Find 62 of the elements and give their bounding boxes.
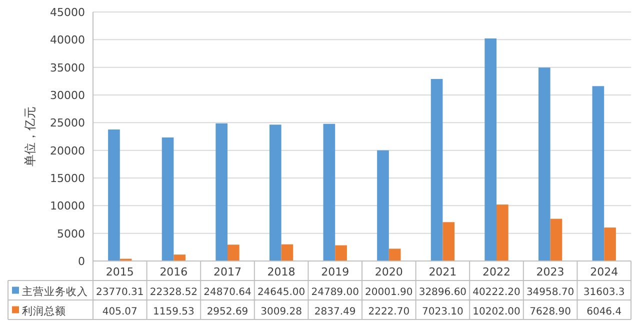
legend-label: 利润总额 [22,304,66,318]
y-tick-label: 45000 [50,6,85,19]
data-label: 32896.60 [418,287,467,298]
y-tick-label: 0 [78,255,85,268]
y-axis-title: 单位，亿元 [23,106,37,166]
bar [377,150,389,261]
data-label: 24870.64 [204,287,252,298]
x-tick-label: 2021 [428,266,457,278]
bar [496,204,508,261]
legend-label: 主营业务收入 [22,285,88,298]
y-tick-label: 30000 [50,89,85,102]
x-tick-label: 2015 [106,266,134,278]
data-label: 31603.3 [583,287,625,298]
x-tick-label: 2016 [160,266,188,278]
x-tick-label: 2018 [267,266,296,278]
bar [430,78,443,261]
x-tick-label: 2022 [482,266,510,278]
bar [228,244,240,261]
data-label: 1159.53 [153,306,194,318]
bar [162,137,174,261]
data-label: 24645.00 [257,287,306,298]
x-tick-label: 2024 [590,266,618,278]
bar [323,124,336,261]
x-tick-label: 2017 [214,266,242,278]
data-label: 6046.4 [586,306,622,318]
data-label: 24789.00 [311,287,359,298]
data-label: 23770.31 [96,287,144,298]
bar [216,123,228,261]
bar [335,245,347,261]
y-tick-label: 5000 [57,227,85,240]
bar [550,218,562,261]
y-tick-label: 15000 [50,172,85,185]
x-tick-label: 2020 [374,266,403,278]
y-tick-label: 35000 [50,61,85,74]
bar [604,228,616,261]
data-label: 34958.70 [526,287,574,298]
bar [388,248,401,261]
y-tick-label: 40000 [50,34,85,47]
bar [174,254,186,261]
bar [269,124,282,261]
data-label: 10202.00 [472,306,520,318]
bar [484,38,496,261]
data-label: 22328.52 [150,287,198,298]
data-label: 7023.10 [422,306,464,318]
bar [281,244,294,261]
bar [108,129,120,261]
data-label: 2952.69 [206,306,248,318]
data-label: 7628.90 [530,306,571,318]
data-label: 2837.49 [314,306,356,318]
bar [442,222,455,261]
x-tick-label: 2023 [536,266,564,278]
data-label: 40222.20 [472,287,520,298]
y-tick-label: 10000 [50,200,85,213]
y-tick-label: 25000 [50,116,85,130]
x-tick-label: 2019 [321,266,350,278]
data-label: 20001.90 [365,287,413,298]
data-label: 2222.70 [368,306,410,318]
data-label: 405.07 [102,306,138,318]
y-tick-label: 20000 [50,144,85,158]
bar [592,86,604,261]
data-label: 3009.28 [260,306,302,318]
bar [538,68,550,261]
